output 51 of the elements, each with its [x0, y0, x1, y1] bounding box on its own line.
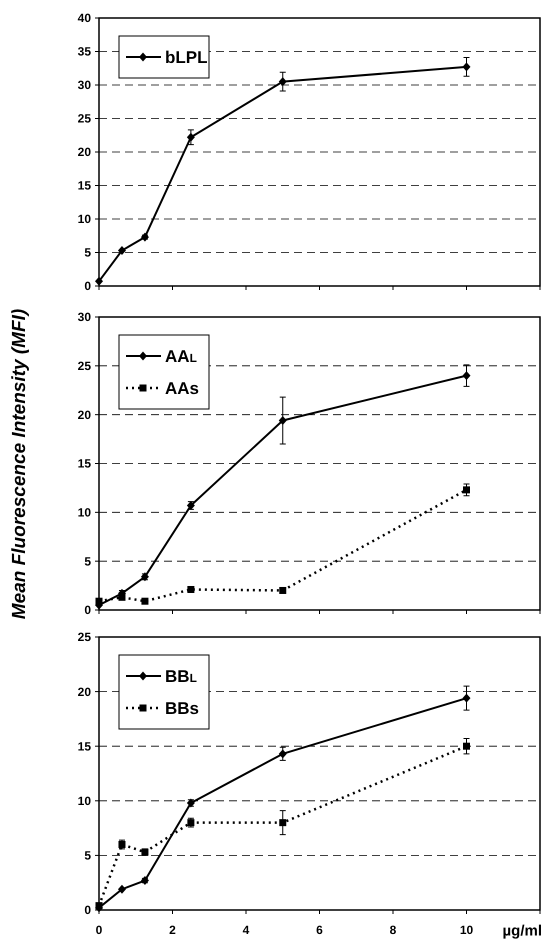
- x-tick-label: 2: [169, 923, 176, 938]
- point: [279, 819, 286, 826]
- y-tick-label: 20: [78, 145, 92, 160]
- point: [95, 276, 103, 286]
- y-tick-label: 5: [84, 848, 92, 863]
- legend-label: AAs: [165, 378, 200, 398]
- y-tick-label: 15: [78, 178, 92, 193]
- y-tick-label: 30: [78, 78, 92, 92]
- y-tick-label: 10: [78, 506, 92, 520]
- x-tick-label: 6: [316, 923, 324, 938]
- y-tick-label: 40: [78, 11, 92, 26]
- point: [462, 371, 470, 380]
- y-tick-label: 25: [78, 359, 92, 374]
- y-tick-label: 5: [84, 554, 92, 568]
- y-tick-label: 5: [84, 246, 92, 260]
- point: [279, 586, 286, 594]
- legend-label: BBL: [165, 666, 197, 686]
- y-tick-label: 15: [78, 456, 92, 471]
- legend-label: BBs: [165, 698, 200, 718]
- y-tick-label: 25: [78, 112, 92, 126]
- y-tick-label: 0: [84, 279, 92, 294]
- point: [278, 416, 287, 426]
- x-tick-label: 10: [460, 923, 474, 938]
- y-tick-label: 0: [84, 603, 92, 618]
- point: [141, 598, 148, 605]
- point: [118, 884, 126, 894]
- point: [186, 132, 195, 142]
- point: [462, 694, 470, 703]
- point: [118, 246, 126, 255]
- y-tick-label: 25: [78, 630, 92, 644]
- y-tick-label: 10: [78, 794, 92, 808]
- point: [463, 742, 470, 750]
- y-axis-title: Mean Fluorescence Intensity (MFI): [9, 308, 30, 620]
- y-tick-label: 35: [78, 44, 92, 59]
- y-tick-label: 30: [78, 310, 92, 324]
- y-tick-label: 15: [78, 739, 92, 754]
- y-tick-label: 0: [84, 903, 92, 918]
- x-tick-label: 8: [390, 923, 397, 938]
- point: [463, 486, 470, 494]
- x-tick-label: 0: [96, 923, 103, 938]
- point: [278, 77, 287, 86]
- legend-label: bLPL: [165, 48, 208, 67]
- point: [278, 749, 287, 758]
- point: [462, 62, 470, 72]
- y-tick-label: 20: [78, 684, 92, 699]
- legend-label: AAL: [165, 346, 197, 366]
- y-tick-label: 10: [78, 212, 92, 226]
- x-axis-title: µg/ml: [502, 922, 542, 940]
- point: [187, 586, 194, 593]
- y-tick-label: 20: [78, 408, 92, 422]
- x-tick-label: 4: [242, 923, 250, 938]
